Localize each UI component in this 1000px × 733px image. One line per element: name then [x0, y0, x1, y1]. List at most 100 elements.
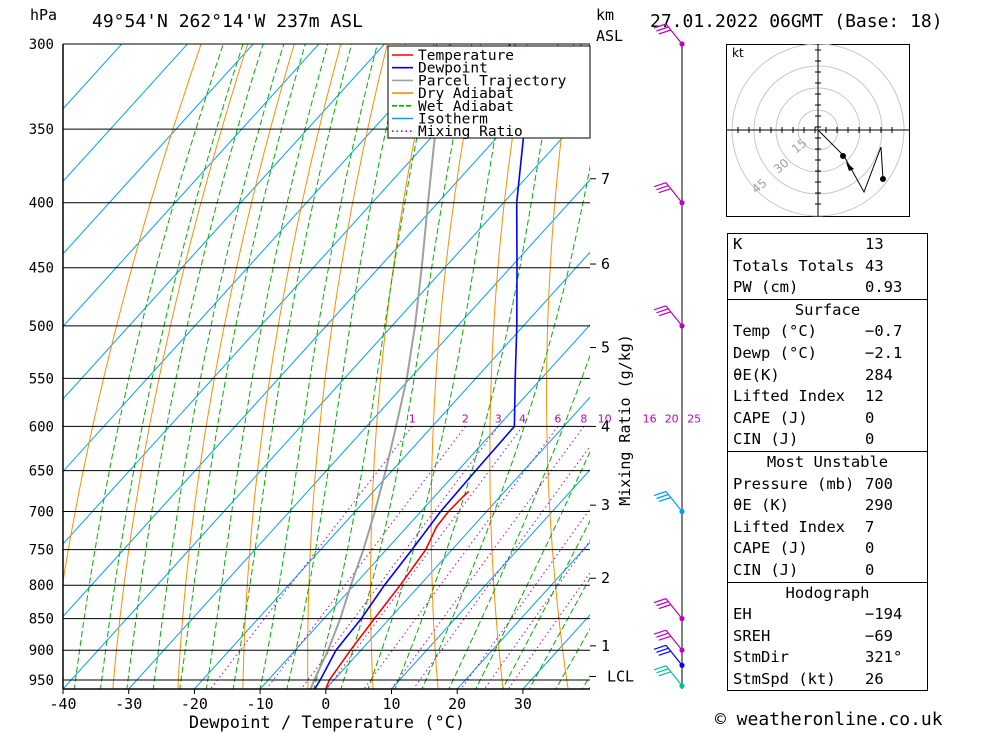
hodograph-row: EH −194 — [728, 604, 927, 626]
surface-row: Temp (°C) −0.7 — [728, 321, 927, 343]
wind-barb — [653, 598, 685, 622]
hodograph-row: StmSpd (kt) 26 — [728, 669, 927, 691]
pressure-tick-label: 750 — [29, 543, 54, 559]
index-value: 13 — [865, 235, 884, 253]
wind-barb-stem — [665, 665, 683, 687]
wind-barb-flag — [653, 182, 667, 188]
wet-adiabat-line — [313, 44, 438, 689]
most-unstable-value: 0 — [865, 539, 875, 558]
location-title: 49°54'N 262°14'W 237m ASL — [92, 11, 363, 32]
wind-barb-stem — [665, 305, 683, 327]
most-unstable-label: θE (K) — [733, 496, 789, 515]
most-unstable-value: 290 — [865, 496, 893, 515]
wind-barb — [653, 23, 685, 47]
most-unstable-value: 7 — [865, 517, 875, 536]
legend-label: Isotherm — [418, 112, 488, 128]
km-tick-label: 5 — [601, 338, 610, 356]
indices-table: K 13 Totals Totals 43 PW (cm) 0.93 — [727, 233, 928, 300]
most-unstable-label: Pressure (mb) — [733, 474, 855, 493]
km-unit-label: km — [596, 6, 615, 24]
wind-barb-flag — [656, 632, 669, 638]
hodograph-value: 321° — [865, 648, 903, 667]
isotherm-line — [456, 541, 590, 689]
wind-barb-flag — [656, 26, 669, 32]
wind-barb — [653, 629, 685, 653]
wind-barb-stem — [665, 629, 683, 651]
wet-adiabat-line — [581, 674, 590, 689]
pressure-tick-label: 600 — [29, 419, 54, 435]
index-row: K 13 — [728, 234, 927, 256]
surface-row: Dewp (°C) −2.1 — [728, 343, 927, 365]
temp-tick-label: 0 — [321, 695, 330, 713]
wind-barb-stem — [665, 23, 683, 45]
index-value: 43 — [865, 256, 884, 275]
temp-tick-label: -20 — [181, 695, 208, 713]
wind-barb-flag — [658, 635, 671, 641]
hodograph-label: StmSpd (kt) — [733, 669, 836, 688]
wind-barb-flag — [653, 665, 667, 671]
copyright-credit: © weatheronline.co.uk — [715, 709, 943, 730]
legend-label: Mixing Ratio — [418, 124, 523, 140]
wind-barb — [653, 644, 685, 668]
hodograph-label: StmDir — [733, 648, 789, 667]
index-label: Totals Totals — [733, 256, 855, 275]
temp-tick-label: -40 — [49, 695, 76, 713]
mixing-ratio-line — [363, 426, 559, 689]
wind-barb-flag — [656, 185, 669, 191]
isotherm-line — [63, 44, 583, 618]
wind-barb-flag — [658, 650, 671, 656]
dry-adiabat-line — [370, 44, 435, 689]
most-unstable-table: Most Unstable Pressure (mb) 700 θE (K) 290 L… — [727, 451, 928, 583]
wind-barb-flag — [656, 493, 669, 500]
isotherm-line — [325, 396, 590, 689]
legend-label: Temperature — [418, 48, 514, 64]
isotherm-line — [587, 686, 590, 689]
isotherm-line — [637, 25, 720, 708]
pressure-tick-label: 800 — [29, 578, 54, 594]
dewpoint-line — [313, 44, 526, 689]
most-unstable-row: Lifted Index 7 — [728, 517, 927, 539]
km-tick-label: 1 — [601, 637, 610, 655]
surface-value: 0 — [865, 408, 875, 427]
hodograph-point — [880, 176, 886, 182]
mixing-ratio-value: 20 — [665, 412, 679, 425]
mixing-ratio-value: 2 — [462, 412, 469, 425]
surface-label: CIN (J) — [733, 430, 799, 449]
wet-adiabat-line — [286, 44, 407, 689]
hodograph-value: −194 — [865, 605, 903, 624]
temp-tick-label: -10 — [247, 695, 274, 713]
isotherm-line — [259, 324, 590, 689]
km-tick-label: 7 — [601, 170, 610, 188]
index-row: PW (cm) 0.93 — [728, 277, 927, 299]
wet-adiabat-line — [126, 44, 264, 689]
mixing-ratio-line — [412, 445, 590, 689]
hodograph-trace — [817, 129, 884, 194]
index-label: K — [733, 235, 743, 253]
wind-barb-stem — [665, 182, 683, 204]
surface-value: −2.1 — [865, 343, 903, 362]
wind-barb — [653, 182, 685, 206]
wind-barb-flag — [653, 305, 667, 311]
parcel-trajectory-line — [309, 44, 452, 689]
lcl-label: LCL — [607, 668, 634, 686]
wet-adiabat-line — [448, 354, 590, 689]
datetime-title: 27.01.2022 06GMT (Base: 18) — [650, 11, 943, 32]
km-tick-label: 2 — [601, 569, 610, 587]
wind-barb-flag — [658, 188, 671, 194]
km-tick-label: 6 — [601, 255, 610, 273]
isotherm-line — [63, 44, 189, 183]
wet-adiabat-line — [421, 164, 590, 689]
temp-tick-label: 10 — [382, 695, 400, 713]
wind-barb-flag — [658, 604, 671, 610]
wind-barb-flag — [653, 490, 667, 497]
surface-label: CAPE (J) — [733, 408, 808, 427]
surface-label: Dewp (°C) — [733, 343, 817, 362]
pressure-tick-label: 650 — [29, 464, 54, 480]
skewt-diagram: 1 2 3 4 6 8 10 16 20 2530035040045050055060065070… — [29, 23, 720, 733]
mixing-ratio-value: 6 — [554, 412, 561, 425]
isotherm-line — [128, 179, 590, 689]
plot-area — [63, 25, 720, 708]
legend-label: Dewpoint — [418, 61, 488, 77]
surface-label: θE(K) — [733, 365, 780, 384]
